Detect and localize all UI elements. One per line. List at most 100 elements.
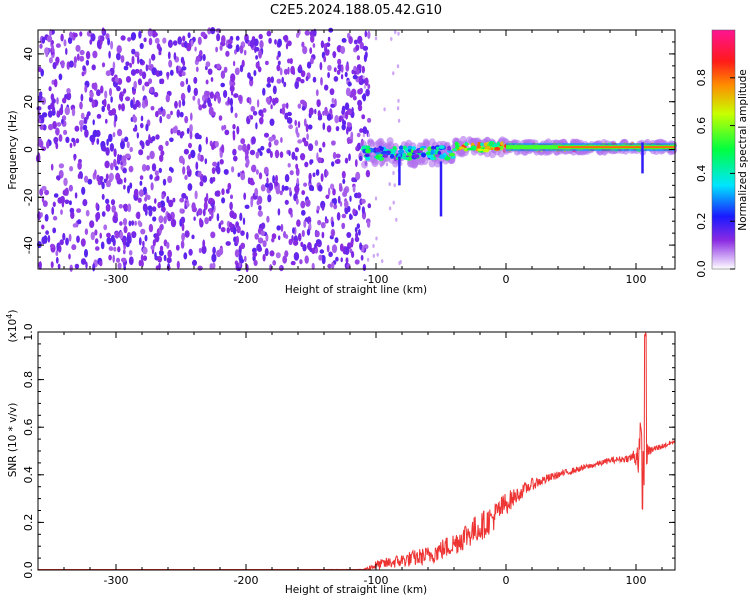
spectrogram-band-cell <box>482 148 490 153</box>
spectrogram-noise-cell <box>83 116 88 125</box>
spectrogram-noise-cell <box>73 32 78 38</box>
spectrogram-noise-cell <box>287 40 292 47</box>
spectrogram-noise-cell <box>265 96 271 104</box>
spectrogram-noise-cell <box>297 103 302 109</box>
spectrogram-noise-cell <box>333 197 337 206</box>
spectrogram-noise-cell <box>41 36 46 44</box>
spectrogram-noise-cell <box>365 88 370 97</box>
spectrogram-noise-cell <box>283 81 287 88</box>
spectrogram-noise-cell <box>285 43 289 50</box>
spectrogram-noise-cell <box>209 263 214 270</box>
spectrogram-noise-cell <box>296 132 300 138</box>
spectrogram-noise-cell <box>64 106 71 116</box>
spectrogram-noise-cell <box>170 218 177 228</box>
spectrogram-noise-cell <box>140 122 144 129</box>
spectrogram-noise-cell <box>332 151 337 160</box>
spectrogram-noise-cell <box>129 182 133 189</box>
spectrogram-noise-cell <box>65 47 68 56</box>
spectrogram-band-halo <box>371 159 379 168</box>
spectrogram-noise-cell <box>46 140 50 149</box>
spectrogram-band-cell <box>380 147 384 150</box>
spectrogram-noise-cell <box>258 49 263 59</box>
spectrogram-noise-cell <box>69 264 73 272</box>
spectrogram-noise-cell <box>276 64 281 72</box>
spectrogram-noise-cell <box>186 127 190 134</box>
spectrogram-noise-cell <box>56 110 60 117</box>
spectrogram-noise-cell <box>284 174 290 183</box>
spectrogram-noise-cell <box>388 182 391 187</box>
spectrogram-noise-cell <box>356 132 361 138</box>
spectrogram-noise-cell <box>343 187 348 196</box>
spectrogram-noise-cell <box>209 208 212 215</box>
spectrogram-noise-cell <box>107 37 111 46</box>
spectrogram-noise-cell <box>128 165 134 173</box>
spectrogram-noise-cell <box>166 257 172 264</box>
spectrogram-noise-cell <box>69 207 75 214</box>
spectrogram-noise-cell <box>357 36 361 45</box>
spectrogram-noise-cell <box>296 177 300 185</box>
spectrogram-noise-cell <box>195 161 199 170</box>
spectrogram-noise-cell <box>101 62 106 68</box>
spectrogram-band-cell <box>464 141 468 147</box>
spectrogram-noise-cell <box>299 259 303 265</box>
spectrogram-noise-cell <box>257 237 264 244</box>
spectrogram-noise-cell <box>150 245 155 250</box>
spectrogram-noise-cell <box>278 235 281 241</box>
spectrogram-noise-cell <box>96 113 102 119</box>
spectrogram-noise-cell <box>199 181 204 187</box>
spectrogram-noise-cell <box>219 44 223 51</box>
y-tick-label: 40 <box>22 47 35 61</box>
spectrogram-noise-cell <box>274 149 280 159</box>
spectrogram-noise-cell <box>255 55 258 60</box>
spectrogram-noise-cell <box>319 249 325 254</box>
spectrogram-noise-cell <box>357 99 363 107</box>
spectrogram-noise-cell <box>254 47 260 52</box>
spectrogram-noise-cell <box>262 87 266 96</box>
spectrogram-noise-cell <box>254 187 259 197</box>
spectrogram-noise-cell <box>259 117 264 125</box>
spectrogram-noise-cell <box>352 95 357 101</box>
y-tick-label: 1.0 <box>22 323 35 341</box>
spectrogram-noise-cell <box>269 151 273 158</box>
spectrogram-noise-cell <box>367 84 371 89</box>
spectrogram-noise-cell <box>128 250 133 256</box>
spectrogram-noise-cell <box>325 194 330 199</box>
spectrogram-noise-cell <box>136 132 139 139</box>
spectrogram-noise-cell <box>106 232 111 238</box>
spectrogram-noise-cell <box>188 153 192 160</box>
spectrogram-noise-cell <box>225 241 231 246</box>
spectrogram-noise-cell <box>167 249 172 258</box>
spectrogram-noise-cell <box>184 175 188 180</box>
spectrogram-band-cell <box>489 141 494 146</box>
spectrogram-noise-cell <box>390 37 393 41</box>
y-tick-label: -40 <box>22 236 35 254</box>
spectrogram-noise-cell <box>192 259 197 266</box>
spectrogram-noise-cell <box>290 260 296 266</box>
spectrogram-noise-cell <box>178 155 184 164</box>
spectrogram-noise-cell <box>283 231 287 238</box>
spectrogram-noise-cell <box>266 148 271 154</box>
spectrogram-band-cell <box>421 152 426 158</box>
spectrogram-noise-cell <box>158 215 164 224</box>
spectrogram-noise-cell <box>314 248 319 253</box>
spectrogram-noise-cell <box>216 63 221 70</box>
spectrogram-noise-cell <box>141 260 144 267</box>
spectrogram-noise-cell <box>159 115 163 124</box>
spectrogram-noise-cell <box>160 106 163 112</box>
spectrogram-noise-cell <box>256 243 262 251</box>
spectrogram-noise-cell <box>75 138 80 144</box>
spectrogram-noise-cell <box>110 199 116 206</box>
spectrogram-noise-cell <box>351 251 355 258</box>
spectrogram-noise-cell <box>294 185 300 194</box>
spectrogram-noise-cell <box>362 133 366 138</box>
spectrogram-noise-cell <box>207 97 211 106</box>
spectrogram-noise-cell <box>68 60 74 68</box>
spectrogram-noise-cell <box>155 175 160 181</box>
spectrogram-noise-cell <box>268 182 274 191</box>
spectrogram-noise-cell <box>187 32 191 39</box>
spectrogram-noise-cell <box>187 84 191 94</box>
spectrogram-noise-cell <box>66 91 72 101</box>
spectrogram-noise-cell <box>106 138 109 146</box>
spectrogram-noise-cell <box>55 43 61 48</box>
spectrogram-noise-cell <box>170 110 173 116</box>
